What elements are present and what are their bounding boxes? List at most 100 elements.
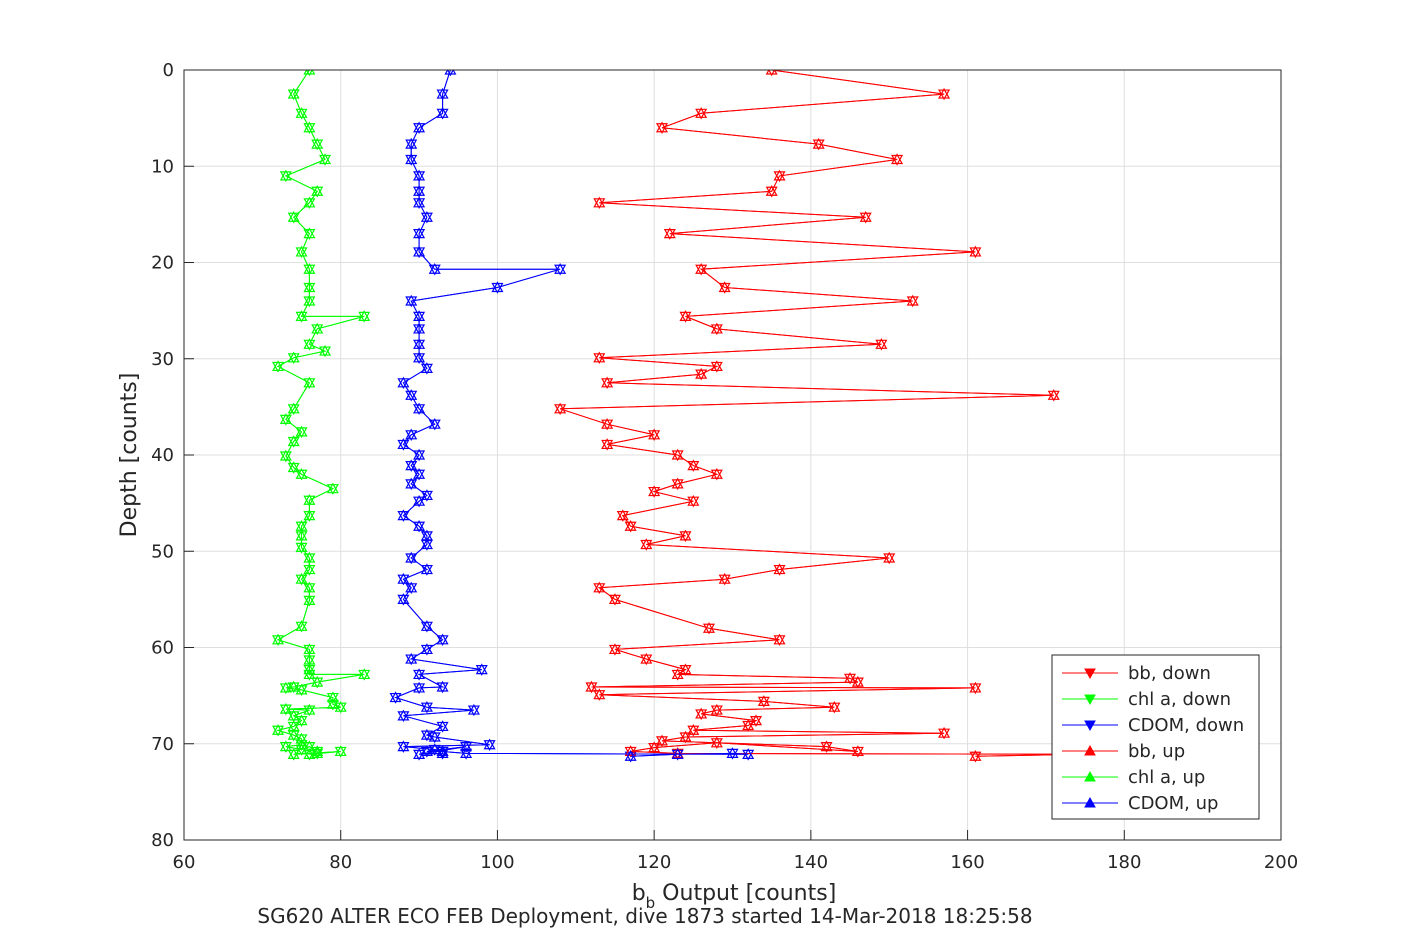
data-point <box>710 703 723 715</box>
data-point <box>279 681 292 693</box>
data-point <box>601 438 614 450</box>
data-point <box>413 245 426 257</box>
data-point <box>467 703 480 715</box>
data-point <box>303 121 316 133</box>
data-point <box>287 748 300 759</box>
data-point <box>679 310 692 321</box>
data-point <box>491 281 504 293</box>
series-bb-up <box>554 70 1092 761</box>
y-tick-label: 60 <box>151 638 174 659</box>
y-tick-label: 80 <box>151 830 174 851</box>
data-point <box>436 747 449 758</box>
x-tick-label: 80 <box>329 852 352 873</box>
data-point <box>640 538 653 550</box>
data-point <box>279 449 292 461</box>
x-tick-label: 140 <box>794 852 828 873</box>
data-point <box>303 551 316 563</box>
data-point <box>428 417 441 429</box>
data-point <box>311 137 324 149</box>
data-point <box>420 728 433 740</box>
x-axis-label-sub: b <box>646 894 656 912</box>
data-point <box>413 169 426 181</box>
data-point <box>710 468 723 479</box>
data-point <box>319 153 332 165</box>
data-point <box>397 376 410 388</box>
data-point <box>287 87 300 99</box>
data-point <box>303 227 316 239</box>
legend-entry-label: bb, down <box>1128 663 1211 684</box>
data-point <box>679 529 692 541</box>
series-line <box>394 70 749 757</box>
data-point <box>311 185 324 196</box>
legend-entry-label: CDOM, up <box>1128 793 1218 814</box>
data-point <box>397 572 410 584</box>
legend-entry-label: chl a, down <box>1128 689 1231 710</box>
data-point <box>303 294 316 306</box>
data-point <box>279 740 292 752</box>
data-point <box>436 107 449 118</box>
data-point <box>397 709 410 721</box>
data-point <box>460 740 473 752</box>
data-point <box>397 509 410 521</box>
data-point <box>389 691 402 703</box>
data-point <box>303 376 316 388</box>
x-tick-label: 180 <box>1107 852 1141 873</box>
data-point <box>405 137 418 149</box>
data-point <box>671 477 684 489</box>
data-point <box>303 594 316 605</box>
data-point <box>475 663 488 675</box>
data-point <box>303 196 316 208</box>
data-point <box>405 153 418 165</box>
data-point <box>875 338 888 349</box>
data-point <box>812 137 825 149</box>
data-point <box>420 563 433 575</box>
data-point <box>295 468 308 479</box>
data-point <box>859 211 872 222</box>
x-axis-ticks: 60 80 100 120 140 160 180 200 <box>173 830 1298 873</box>
data-point <box>413 185 426 196</box>
chart-caption: SG620 ALTER ECO FEB Deployment, dive 187… <box>257 904 1032 928</box>
legend: bb, down chl a, down CDOM, down bb, up chl a… <box>1051 654 1260 820</box>
y-tick-label: 70 <box>151 734 174 755</box>
data-point <box>648 428 661 440</box>
data-point <box>883 551 896 563</box>
data-point <box>624 745 637 757</box>
data-point <box>413 468 426 479</box>
data-point <box>358 310 371 321</box>
data-point <box>726 747 739 758</box>
data-point <box>287 709 300 721</box>
data-point <box>413 681 426 693</box>
data-point <box>295 572 308 584</box>
data-point <box>303 338 316 349</box>
data-point <box>334 700 347 712</box>
data-point <box>279 413 292 424</box>
legend-entry-label: bb, up <box>1128 741 1185 762</box>
data-point <box>436 720 449 732</box>
x-tick-label: 100 <box>480 852 514 873</box>
data-point <box>397 740 410 752</box>
data-point <box>279 169 292 181</box>
data-point <box>272 360 285 372</box>
data-point <box>695 263 708 274</box>
data-point <box>695 107 708 118</box>
data-point <box>405 459 418 471</box>
data-point <box>295 425 308 437</box>
data-point <box>303 581 316 593</box>
data-point <box>295 541 308 552</box>
data-point <box>938 726 951 738</box>
data-point <box>1047 389 1060 400</box>
data-point <box>851 675 864 687</box>
data-point <box>326 482 339 494</box>
data-point <box>742 719 755 731</box>
data-point <box>938 87 951 99</box>
data-point <box>616 509 629 521</box>
data-point <box>601 417 614 429</box>
series-chl-a-up <box>272 70 371 759</box>
data-point <box>405 477 418 489</box>
data-point <box>765 70 778 75</box>
data-point <box>279 702 292 714</box>
data-point <box>420 745 433 757</box>
x-axis-label-main: b <box>632 881 646 906</box>
data-point <box>710 322 723 334</box>
data-point <box>311 745 324 757</box>
